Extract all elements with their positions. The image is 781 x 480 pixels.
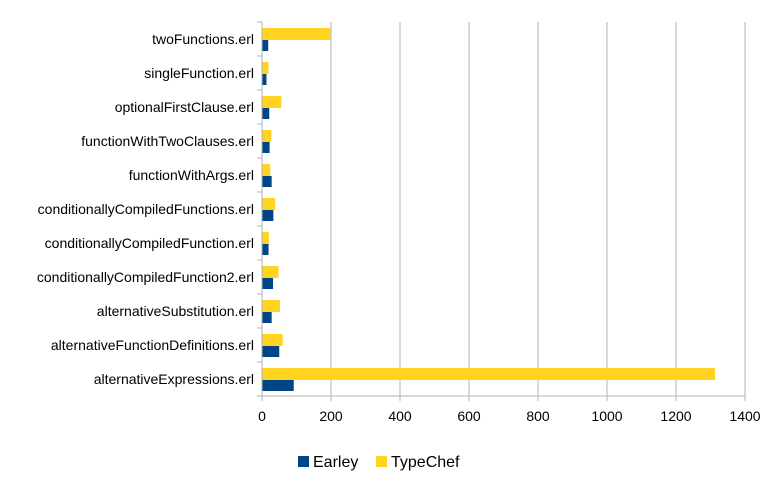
legend-label-typechef: TypeChef [391, 454, 460, 471]
grid-lines [330, 22, 746, 396]
bar-typechef [262, 266, 279, 278]
bar-typechef [262, 28, 331, 40]
legend: Earley TypeChef [298, 454, 460, 471]
x-tick-label: 400 [388, 408, 412, 424]
bar-typechef [262, 300, 280, 312]
x-tick-label: 1000 [591, 408, 622, 424]
bar-earley [262, 142, 270, 153]
category-label: conditionallyCompiledFunctions.erl [38, 201, 254, 217]
bar-typechef [262, 198, 276, 210]
category-label: twoFunctions.erl [152, 31, 254, 47]
bar-typechef [262, 130, 272, 142]
category-label: conditionallyCompiledFunction.erl [45, 235, 254, 251]
bar-earley [262, 380, 294, 391]
category-label: singleFunction.erl [144, 65, 254, 81]
bar-earley [262, 244, 269, 255]
bar-typechef [262, 232, 269, 244]
bar-earley [262, 278, 274, 289]
bar-series [262, 28, 715, 391]
bar-earley [262, 312, 272, 323]
x-tick-labels: 0 200 400 600 800 1000 1200 1400 [258, 408, 761, 424]
bar-earley [262, 210, 274, 221]
legend-label-earley: Earley [313, 454, 358, 471]
category-label: conditionallyCompiledFunction2.erl [37, 269, 254, 285]
legend-swatch-typechef [376, 456, 387, 467]
bar-earley [262, 74, 267, 85]
x-tick-label: 600 [457, 408, 481, 424]
category-label: functionWithTwoClauses.erl [81, 133, 254, 149]
bar-earley [262, 346, 280, 357]
category-labels: twoFunctions.erl singleFunction.erl option… [37, 31, 254, 387]
bar-earley [262, 108, 270, 119]
legend-swatch-earley [298, 456, 309, 467]
x-tick-label: 1400 [729, 408, 760, 424]
category-label: alternativeSubstitution.erl [97, 303, 254, 319]
x-tick-label: 1200 [660, 408, 691, 424]
category-label: alternativeExpressions.erl [94, 371, 254, 387]
category-label: alternativeFunctionDefinitions.erl [51, 337, 254, 353]
category-label: functionWithArgs.erl [129, 167, 254, 183]
x-tick-label: 800 [526, 408, 550, 424]
x-tick-label: 200 [319, 408, 343, 424]
bar-typechef [262, 62, 269, 74]
bar-typechef [262, 334, 283, 346]
bar-typechef [262, 164, 271, 176]
bar-earley [262, 176, 272, 187]
axes [257, 21, 746, 401]
x-tick-label: 0 [258, 408, 266, 424]
bar-typechef [262, 96, 282, 108]
bar-earley [262, 40, 269, 51]
category-label: optionalFirstClause.erl [115, 99, 254, 115]
bar-typechef [262, 368, 715, 380]
